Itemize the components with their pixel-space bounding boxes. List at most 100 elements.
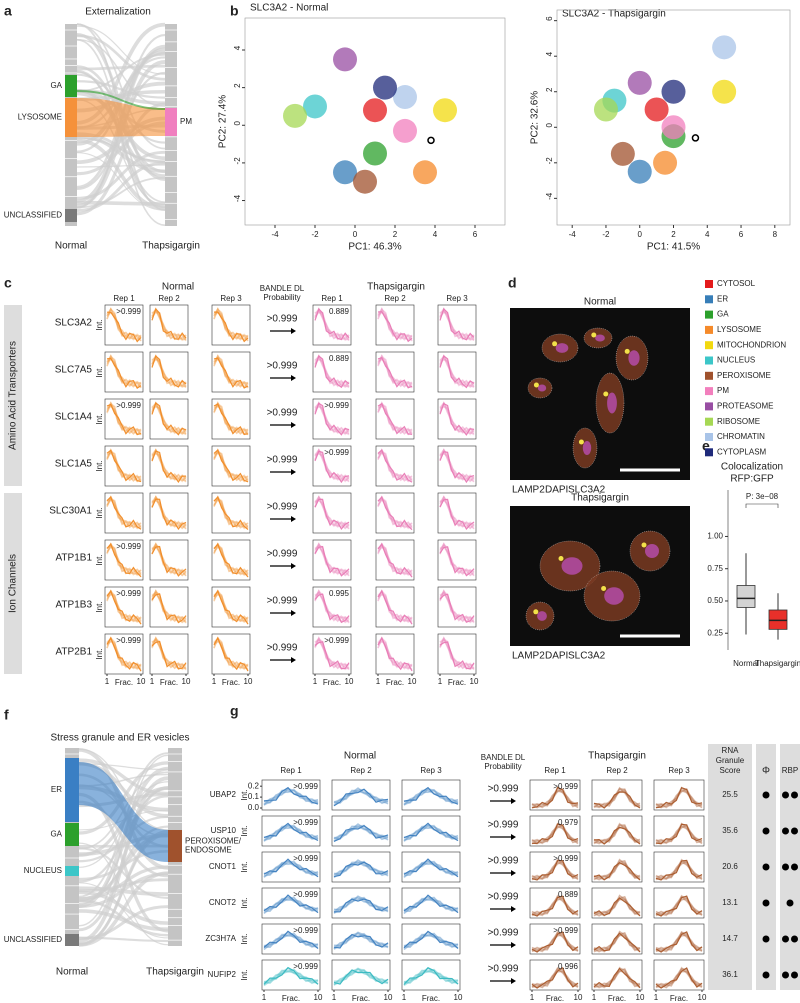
x-tick-label: 1 (376, 677, 381, 686)
profile-line (377, 636, 413, 672)
nucleus (582, 441, 592, 455)
rep-label: Rep 3 (420, 766, 442, 775)
profile-line (151, 498, 187, 531)
profile-line (655, 966, 703, 989)
y-tick-label: 6 (545, 16, 554, 21)
profile-line (151, 450, 186, 483)
profile-line (151, 310, 187, 341)
header: Thapsigargin (367, 282, 425, 293)
profile-line (263, 930, 319, 950)
profile-line (213, 448, 249, 483)
profile-line (151, 310, 187, 342)
x-tick-label: 1 (212, 677, 217, 686)
rbp-dot (782, 971, 789, 979)
arrow-head (291, 516, 296, 522)
rep-label: Rep 2 (384, 294, 406, 303)
axis-label: Normal (55, 241, 87, 252)
profile-line (151, 637, 187, 670)
profile-line (439, 451, 475, 484)
score-column (708, 744, 752, 990)
rbp-dot (786, 899, 794, 907)
profile-line (531, 967, 579, 988)
profile-line (655, 894, 703, 917)
probability-label: 0.889 (329, 307, 350, 316)
phi-dot (762, 935, 770, 943)
profile-line (655, 931, 703, 952)
profile-line (106, 307, 142, 340)
phi-dot (762, 791, 770, 799)
profile-line (531, 894, 579, 917)
bandle-probability: >0.999 (267, 549, 298, 560)
plot-frame (244, 17, 506, 226)
bandle-probability: >0.999 (488, 928, 519, 939)
y-axis-label: Int. (240, 897, 249, 908)
profile-line (439, 358, 475, 388)
profile-box (149, 633, 189, 675)
rbp-dot (791, 863, 798, 871)
header: Granule (716, 756, 745, 765)
bandle-probability: >0.999 (488, 784, 519, 795)
cluster-point (393, 118, 417, 143)
profile-line (593, 932, 641, 953)
profile-line (333, 931, 389, 949)
y-axis-label: Int. (95, 648, 104, 659)
profile-line (263, 969, 319, 985)
flow (78, 882, 169, 939)
segment (65, 866, 79, 876)
legend-swatch (705, 387, 713, 396)
rbp-dot (791, 971, 798, 979)
profile-line (151, 448, 187, 481)
score: 13.1 (722, 898, 738, 907)
segment-label: PEROXISOME/ (185, 837, 242, 846)
header: Thapsigargin (588, 751, 646, 762)
x-tick-label: 1 (592, 993, 597, 1002)
x-axis-label: Frac. (386, 678, 404, 687)
profile-line (439, 542, 475, 575)
x-tick-label: -4 (569, 230, 577, 239)
panel-letter: e (702, 438, 710, 454)
profile-line (439, 354, 475, 389)
highlight-protein (427, 136, 435, 145)
legend-label: GA (717, 310, 729, 319)
profile-box (312, 398, 352, 440)
profile-line (314, 589, 350, 624)
x-tick-label: 10 (345, 677, 354, 686)
probability-label: >0.999 (553, 854, 578, 863)
legend-swatch (705, 448, 713, 457)
legend-swatch (705, 295, 713, 304)
score: 36.1 (722, 970, 738, 979)
profile-line (655, 967, 703, 988)
profile-box (437, 633, 477, 675)
profile-line (403, 934, 459, 949)
profile-line (314, 589, 350, 623)
group-label: Amino Acid Transporters (8, 341, 19, 450)
profile-line (151, 358, 187, 388)
profile-line (403, 859, 459, 877)
profile-line (263, 966, 319, 985)
segment-label: LYSOSOME (18, 113, 62, 122)
rep-label: Rep 3 (220, 294, 242, 303)
profile-line (593, 896, 641, 917)
rep-label: Rep 2 (606, 766, 628, 775)
probability-label: >0.999 (116, 307, 141, 316)
segment-label: PM (180, 117, 192, 126)
y-tick-label: 4 (233, 45, 242, 50)
y-axis-label: Int. (95, 554, 104, 565)
profile-line (403, 897, 459, 913)
profile-line (439, 637, 475, 670)
image-title: Thapsigargin (571, 493, 629, 504)
profile-line (403, 967, 459, 985)
plot-title: SLC3A2 - Normal (250, 3, 328, 14)
legend-label: CYTOSOL (717, 279, 756, 288)
arrow-head (291, 328, 296, 334)
profile-line (593, 970, 641, 989)
x-tick-label: -4 (271, 230, 279, 239)
x-axis-label: Frac. (670, 994, 688, 1003)
profile-line (439, 542, 475, 577)
profile-line (403, 894, 459, 914)
profile-line (439, 310, 475, 341)
panel-letter: a (4, 3, 12, 19)
cluster-point (661, 79, 686, 104)
vesicle (603, 391, 609, 397)
profile-line (263, 786, 319, 805)
